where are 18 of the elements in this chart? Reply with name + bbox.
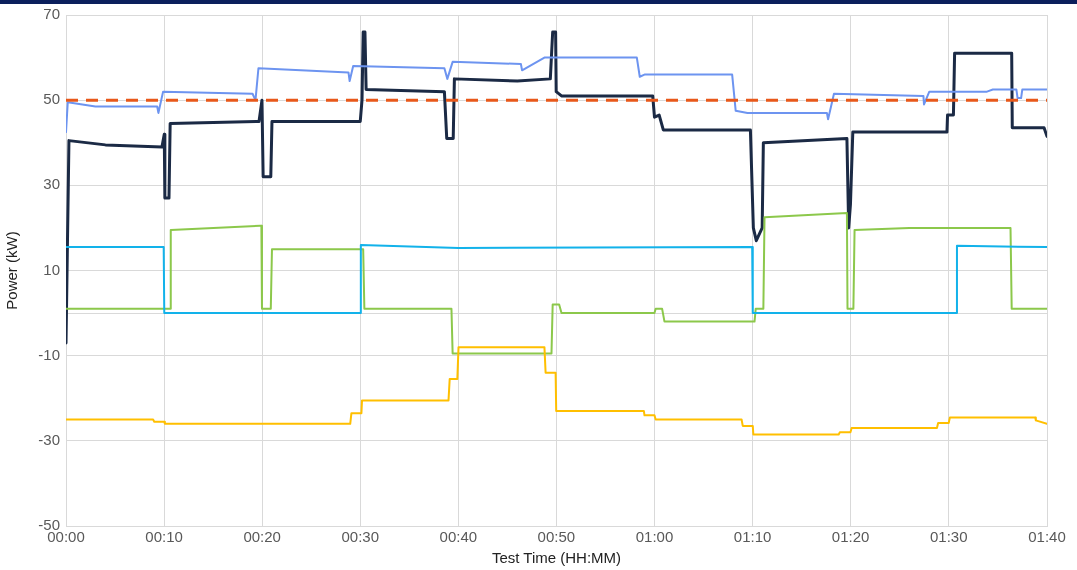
y-tick-label: 30 xyxy=(43,175,60,193)
x-tick-label: 01:10 xyxy=(733,528,772,546)
x-tick-label: 01:40 xyxy=(1028,528,1066,546)
x-tick-label: 01:30 xyxy=(929,528,968,546)
y-axis-title: Power (kW) xyxy=(3,231,21,310)
x-tick-label: 00:50 xyxy=(537,528,576,546)
x-axis-title: Test Time (HH:MM) xyxy=(491,549,622,567)
x-tick-label: 01:20 xyxy=(831,528,870,546)
x-tick-label: 00:10 xyxy=(145,528,183,546)
x-tick-label: 00:40 xyxy=(439,528,478,546)
y-tick-label: 70 xyxy=(43,5,60,23)
x-tick-label: 01:00 xyxy=(635,528,674,546)
x-tick-label: 00:30 xyxy=(341,528,380,546)
x-tick-label: 00:20 xyxy=(243,528,281,546)
y-tick-label: -10 xyxy=(38,345,60,363)
y-tick-label: 10 xyxy=(43,260,60,278)
y-tick-label: -30 xyxy=(38,430,60,448)
y-tick-label: 50 xyxy=(43,90,60,108)
